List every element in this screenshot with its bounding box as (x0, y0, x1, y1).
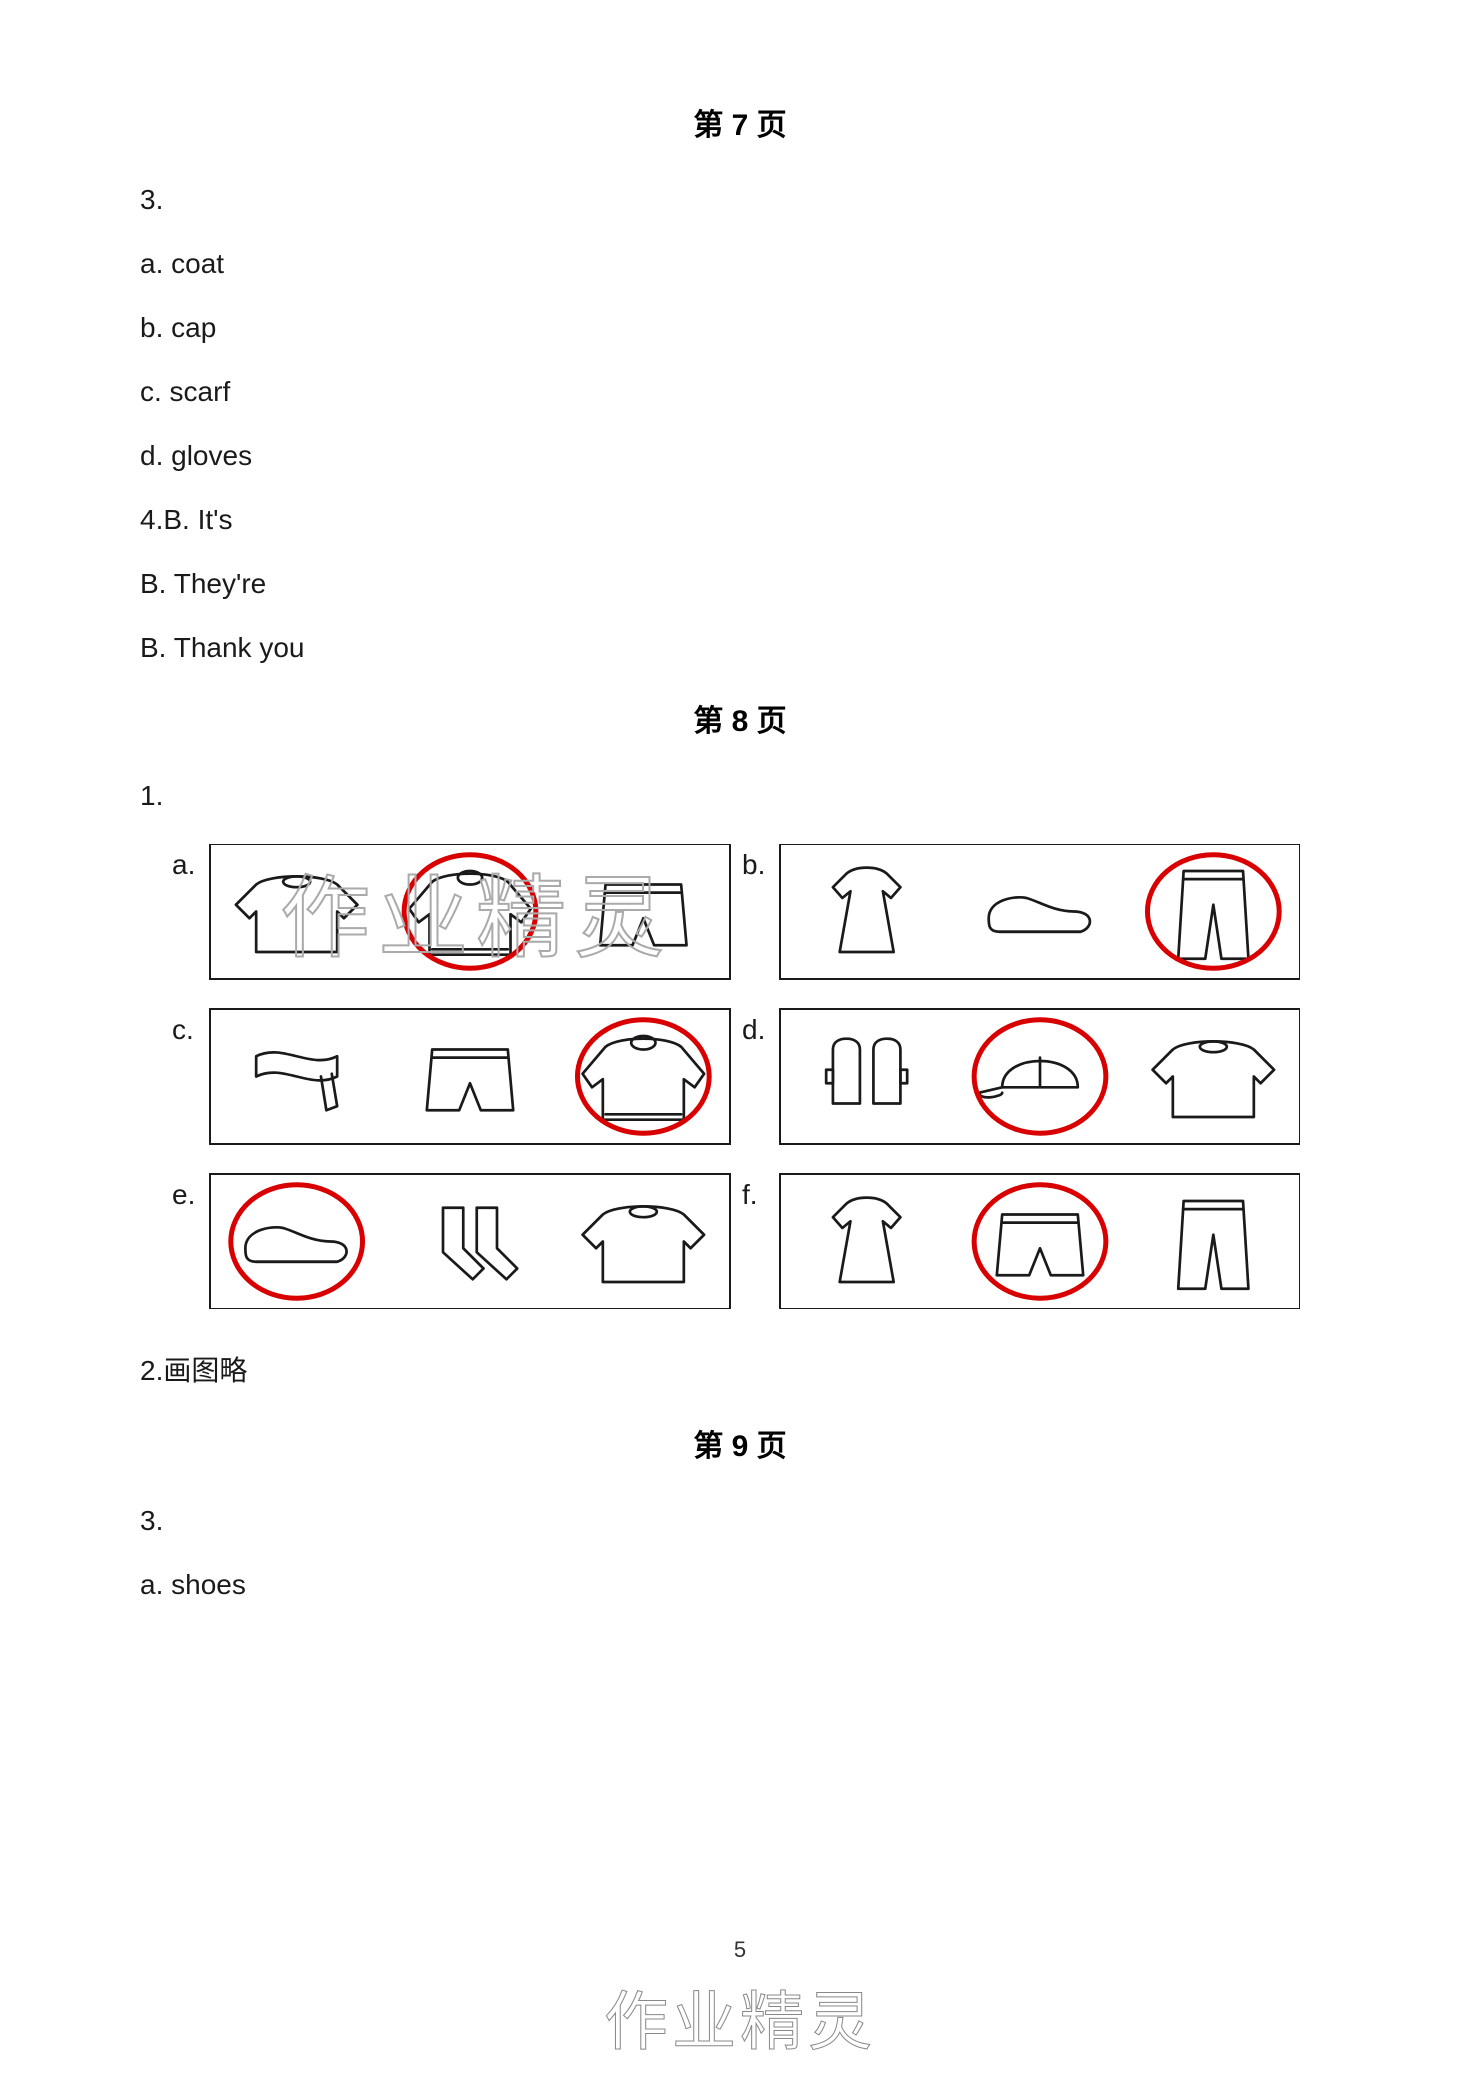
q3-option-b: b. cap (140, 312, 1340, 344)
svg-text:e.: e. (172, 1179, 195, 1210)
p9-q3-option-a: a. shoes (140, 1569, 1340, 1601)
exercise-selection-grid: a. b. c. d. e. f. (140, 844, 1300, 1309)
watermark-bottom: 作业精灵 (604, 1971, 876, 2063)
svg-text:b.: b. (742, 849, 765, 880)
q4-line-1: 4.B. It's (140, 504, 1340, 536)
page-8-heading: 第 8 页 (140, 696, 1340, 740)
q3-option-d: d. gloves (140, 440, 1340, 472)
p9-q3-number: 3. (140, 1505, 1340, 1537)
q4-line-3: B. Thank you (140, 632, 1340, 664)
svg-text:c.: c. (172, 1014, 194, 1045)
page-number: 5 (0, 1937, 1480, 1963)
exercise-svg: a. b. c. d. e. f. (140, 844, 1300, 1309)
q1-number: 1. (140, 780, 1340, 812)
q3-option-a: a. coat (140, 248, 1340, 280)
page-9-heading: 第 9 页 (140, 1421, 1340, 1465)
q2-text: 2.画图略 (140, 1349, 1340, 1389)
page-7-heading: 第 7 页 (140, 100, 1340, 144)
q3-option-c: c. scarf (140, 376, 1340, 408)
svg-text:a.: a. (172, 849, 195, 880)
svg-text:d.: d. (742, 1014, 765, 1045)
svg-text:f.: f. (742, 1179, 758, 1210)
q3-number: 3. (140, 184, 1340, 216)
q4-line-2: B. They're (140, 568, 1340, 600)
